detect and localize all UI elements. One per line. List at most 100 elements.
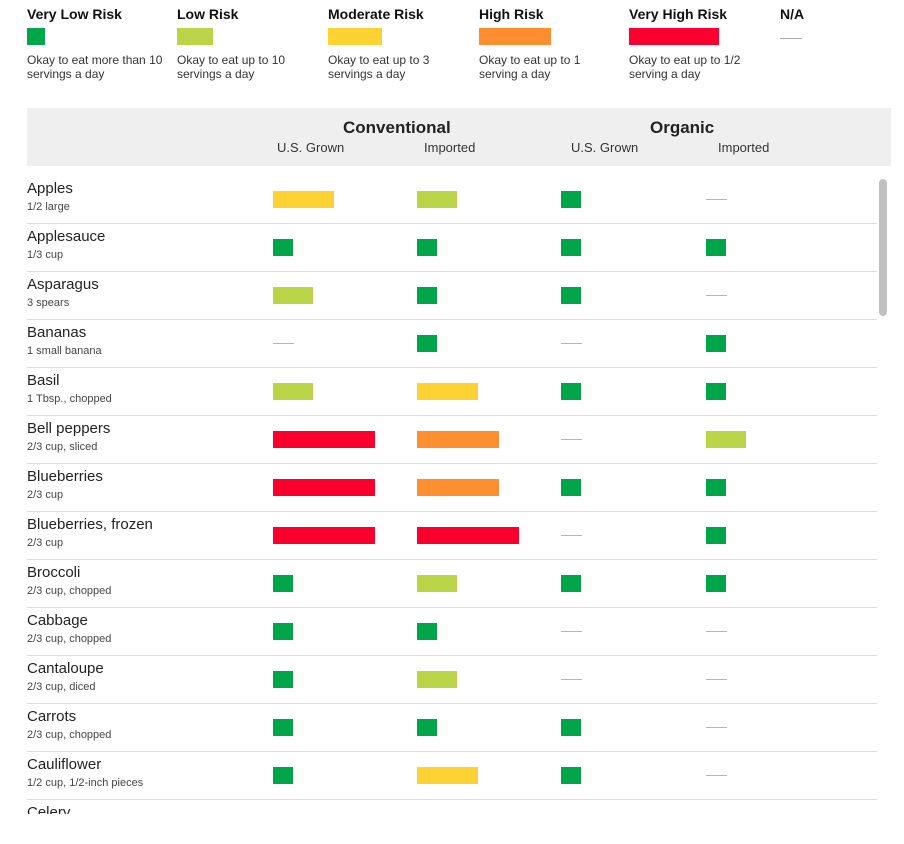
organic-heading: Organic [650, 118, 715, 137]
legend-item-very-low: Very Low Risk Okay to eat more than 10 se… [27, 6, 172, 81]
risk-bar-very-low [417, 287, 437, 304]
risk-bar-very-low [561, 383, 581, 400]
risk-bar-very-low [417, 335, 437, 352]
food-name: Cabbage [27, 612, 88, 629]
risk-bar-fill [417, 335, 437, 352]
risk-bar-fill [273, 479, 375, 496]
legend-swatch [177, 28, 213, 45]
legend-title: High Risk [479, 6, 544, 22]
risk-bar-moderate [273, 191, 334, 208]
risk-bar-fill [417, 383, 478, 400]
risk-bar-high [417, 431, 499, 448]
risk-bar-very-low [706, 527, 726, 544]
risk-bar-fill [417, 239, 437, 256]
legend-title: Very Low Risk [27, 6, 122, 22]
risk-bar-fill [561, 383, 581, 400]
risk-bar-very-low [561, 239, 581, 256]
serving-size: 3 spears [27, 297, 70, 309]
risk-bar-very-low [561, 767, 581, 784]
na-dash-line [273, 343, 294, 344]
table-row: Asparagus 3 spears [27, 272, 877, 320]
risk-bar-fill [706, 575, 726, 592]
risk-bar-very-low [706, 479, 726, 496]
table-row: Apples 1/2 large [27, 176, 877, 224]
risk-bar-very-low [273, 575, 293, 592]
risk-bar-fill [273, 239, 293, 256]
legend-swatch [328, 28, 382, 45]
risk-bar-fill [273, 431, 375, 448]
risk-bar-very-low [561, 287, 581, 304]
risk-bar-low [417, 671, 457, 688]
table-header: Conventional Organic U.S. Grown Imported… [27, 108, 891, 166]
table-row: Cantaloupe 2/3 cup, diced [27, 656, 877, 704]
serving-size: 1/3 cup [27, 249, 64, 261]
legend-dash [780, 38, 802, 39]
risk-bar-fill [706, 335, 726, 352]
na-dash-line [706, 679, 727, 680]
col-organic-us-grown: U.S. Grown [571, 140, 639, 155]
food-name: Apples [27, 180, 73, 197]
table-row: Blueberries 2/3 cup [27, 464, 877, 512]
food-name: Asparagus [27, 276, 99, 293]
col-conventional-imported: Imported [424, 140, 476, 155]
risk-bar-fill [706, 431, 746, 448]
table-scrollbar[interactable] [877, 176, 889, 814]
food-name: Applesauce [27, 228, 106, 245]
risk-bar-low [417, 191, 457, 208]
risk-bar-very-low [417, 623, 437, 640]
risk-bar-low [273, 287, 313, 304]
risk-bar-fill [417, 671, 457, 688]
na-dash-line [706, 631, 727, 632]
legend-description: Okay to eat more than 10 servings a day [27, 53, 163, 81]
risk-bar-very-low [417, 719, 437, 736]
serving-size: 1 Tbsp., chopped [27, 393, 112, 405]
na-dash-line [706, 727, 727, 728]
risk-bar-fill [417, 191, 457, 208]
risk-bar-fill [561, 191, 581, 208]
risk-bar-fill [706, 239, 726, 256]
na-dash-line [561, 439, 582, 440]
legend-description: Okay to eat up to 10 servings a day [177, 53, 286, 81]
na-dash-line [706, 295, 727, 296]
table-row: Basil 1 Tbsp., chopped [27, 368, 877, 416]
risk-bar-very-high [273, 431, 375, 448]
food-name: Bell peppers [27, 420, 111, 437]
table-row: Cabbage 2/3 cup, chopped [27, 608, 877, 656]
conventional-heading: Conventional [343, 118, 451, 137]
risk-bar-fill [273, 767, 293, 784]
serving-size: 2/3 cup, chopped [27, 729, 112, 741]
legend-item-na: N/A [780, 6, 904, 39]
table-row: Bell peppers 2/3 cup, sliced [27, 416, 877, 464]
risk-bar-fill [273, 623, 293, 640]
legend-title: Moderate Risk [328, 6, 424, 22]
table-row: Blueberries, frozen 2/3 cup [27, 512, 877, 560]
risk-bar-fill [706, 527, 726, 544]
food-name: Blueberries [27, 468, 103, 485]
risk-bar-very-low [273, 623, 293, 640]
risk-bar-fill [417, 479, 499, 496]
serving-size: 2/3 cup [27, 489, 64, 501]
table-row: Broccoli 2/3 cup, chopped [27, 560, 877, 608]
col-conventional-us-grown: U.S. Grown [277, 140, 345, 155]
na-dash-line [561, 535, 582, 536]
risk-bar-very-low [706, 575, 726, 592]
risk-bar-fill [706, 479, 726, 496]
risk-bar-moderate [417, 767, 478, 784]
table-row: Cauliflower 1/2 cup, 1/2-inch pieces [27, 752, 877, 800]
risk-bar-fill [417, 431, 499, 448]
risk-bar-very-low [273, 671, 293, 688]
serving-size: 1/2 large [27, 201, 70, 213]
risk-bar-very-low [706, 239, 726, 256]
risk-bar-low [417, 575, 457, 592]
risk-bar-fill [561, 575, 581, 592]
risk-bar-fill [417, 767, 478, 784]
na-dash-line [706, 199, 727, 200]
risk-bar-fill [273, 719, 293, 736]
risk-bar-fill [561, 719, 581, 736]
risk-bar-very-low [273, 239, 293, 256]
legend-description: Okay to eat up to 3 servings a day [328, 53, 430, 81]
food-name: Celery [27, 804, 71, 814]
na-dash-line [706, 775, 727, 776]
scrollbar-thumb[interactable] [879, 179, 887, 316]
risk-bar-very-low [561, 575, 581, 592]
